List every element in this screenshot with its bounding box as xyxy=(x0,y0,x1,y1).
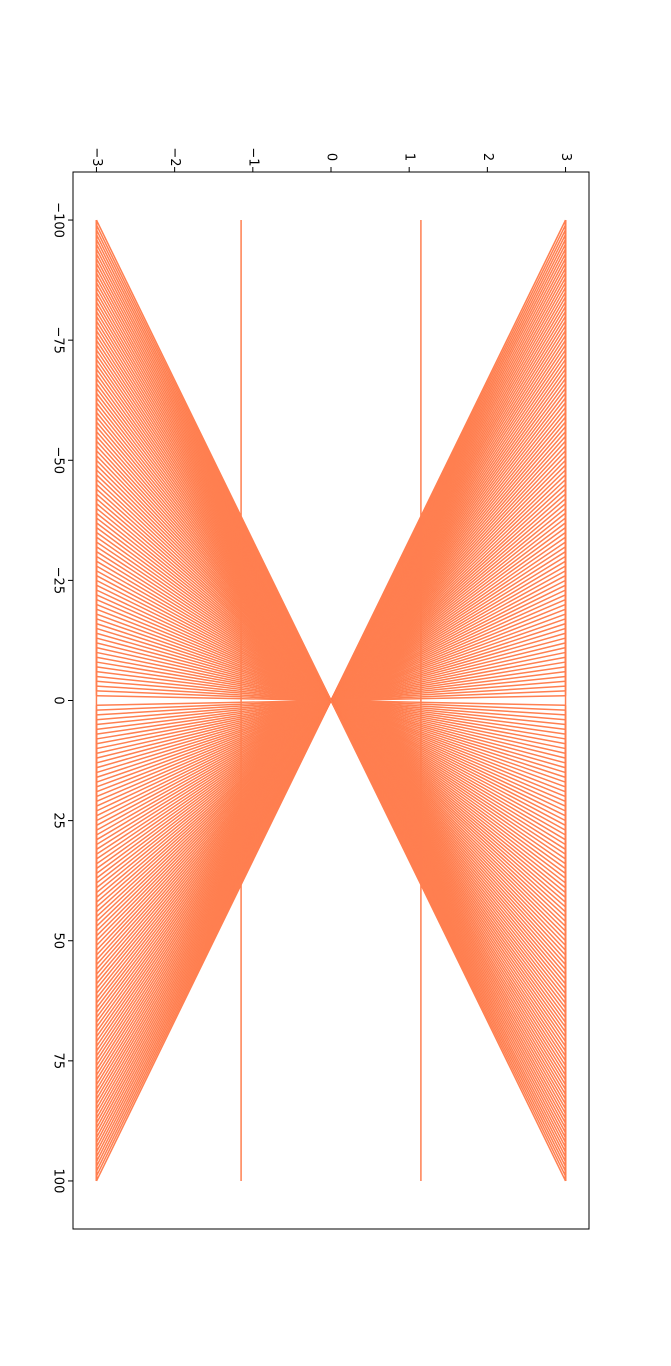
y-axis-ticks: −3 −2 −1 0 1 2 3 xyxy=(89,147,573,172)
y-tick-label: 2 xyxy=(480,153,495,161)
x-tick-label: −75 xyxy=(51,326,66,353)
x-tick-label: 100 xyxy=(51,1169,66,1194)
x-tick-label: 75 xyxy=(51,1053,66,1070)
x-tick-label: 50 xyxy=(51,932,66,949)
fan-line xyxy=(95,219,567,1182)
x-tick-label: 25 xyxy=(51,812,66,829)
y-tick-label: 3 xyxy=(558,153,573,161)
x-tick-label: −25 xyxy=(51,567,66,594)
x-tick-label: −50 xyxy=(51,447,66,474)
x-axis-ticks: −100 −75 −50 −25 0 25 50 75 100 xyxy=(51,202,73,1194)
plot-lines xyxy=(95,219,567,1182)
y-tick-label: −3 xyxy=(89,147,104,166)
x-tick-label: 0 xyxy=(51,696,66,704)
x-tick-label: −100 xyxy=(51,202,66,238)
y-tick-label: 0 xyxy=(324,153,339,161)
y-tick-label: −2 xyxy=(167,147,182,166)
y-tick-label: 1 xyxy=(402,153,417,161)
y-tick-label: −1 xyxy=(245,147,260,166)
